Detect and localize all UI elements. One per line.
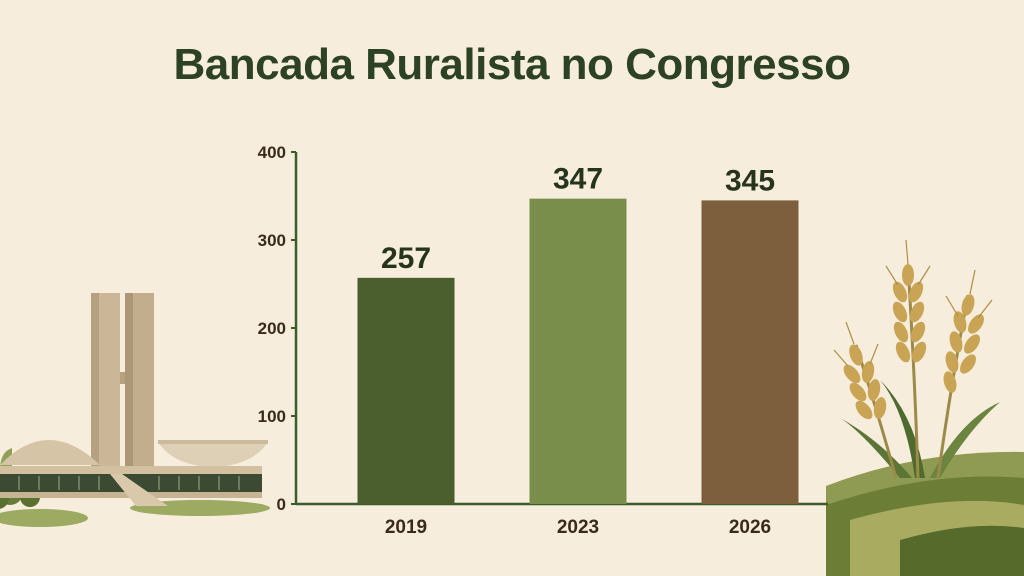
y-axis-ticks: 0 100 200 300 400 — [258, 143, 296, 514]
congress-building-illustration — [0, 293, 270, 527]
x-tick-label-2023: 2023 — [557, 517, 599, 538]
bars — [357, 198, 799, 504]
bar-2026 — [701, 200, 799, 504]
data-label-2026: 345 — [725, 164, 775, 197]
x-tick-label-2026: 2026 — [729, 517, 771, 538]
y-tick-label: 200 — [258, 319, 286, 338]
plot-area: 0 100 200 300 400 257 2019 347 2023 345 2026 — [258, 143, 828, 538]
y-tick-label: 100 — [258, 407, 286, 426]
wheat-field-illustration — [826, 239, 1024, 576]
data-label-2019: 257 — [381, 242, 431, 275]
chart-title: Bancada Ruralista no Congresso — [173, 40, 851, 89]
data-label-2023: 347 — [553, 163, 603, 196]
bar-2023 — [529, 198, 627, 504]
y-tick-label: 0 — [277, 495, 286, 514]
y-tick-label: 300 — [258, 231, 286, 250]
x-tick-label-2019: 2019 — [385, 517, 427, 538]
y-tick-label: 400 — [258, 143, 286, 162]
labels: 257 2019 347 2023 345 2026 — [381, 163, 775, 538]
bar-2019 — [357, 277, 455, 504]
